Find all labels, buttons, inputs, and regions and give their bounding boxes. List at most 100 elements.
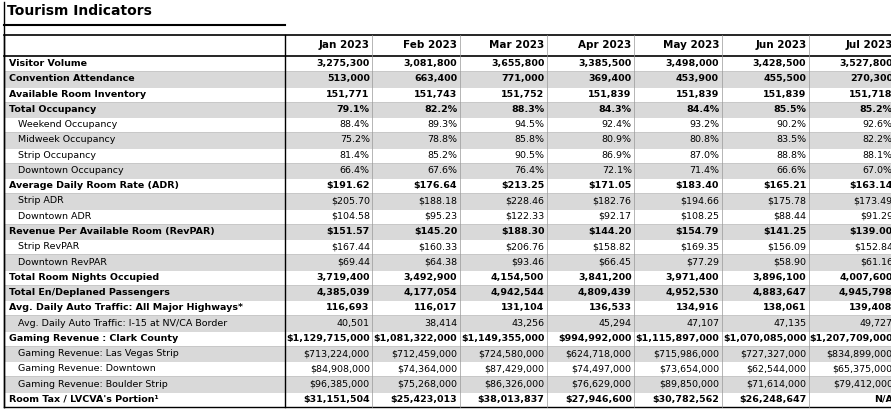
Bar — [4, 178, 891, 193]
Text: $122.33: $122.33 — [505, 212, 544, 221]
Text: 87.0%: 87.0% — [689, 151, 719, 160]
Bar — [4, 285, 891, 300]
Text: $154.79: $154.79 — [675, 227, 719, 236]
Bar — [4, 254, 891, 270]
Text: 86.9%: 86.9% — [601, 151, 632, 160]
Text: 151,743: 151,743 — [413, 90, 457, 99]
Text: $1,129,715,000: $1,129,715,000 — [286, 334, 370, 343]
Text: 771,000: 771,000 — [502, 74, 544, 83]
Bar — [4, 209, 891, 224]
Bar — [4, 133, 891, 148]
Text: 84.3%: 84.3% — [599, 105, 632, 114]
Text: 67.0%: 67.0% — [862, 166, 891, 175]
Text: 43,256: 43,256 — [511, 319, 544, 328]
Text: $1,081,322,000: $1,081,322,000 — [373, 334, 457, 343]
Text: 76.4%: 76.4% — [514, 166, 544, 175]
Text: $188.30: $188.30 — [501, 227, 544, 236]
Text: $141.25: $141.25 — [763, 227, 806, 236]
Text: 270,300: 270,300 — [850, 74, 891, 83]
Text: 3,498,000: 3,498,000 — [666, 59, 719, 68]
Text: $194.66: $194.66 — [680, 196, 719, 205]
Text: $1,115,897,000: $1,115,897,000 — [635, 334, 719, 343]
Text: 4,385,039: 4,385,039 — [316, 288, 370, 297]
Text: 66.6%: 66.6% — [776, 166, 806, 175]
Text: May 2023: May 2023 — [663, 40, 719, 50]
Text: $1,149,355,000: $1,149,355,000 — [461, 334, 544, 343]
Bar — [4, 224, 891, 239]
Text: 151,839: 151,839 — [675, 90, 719, 99]
Text: $1,207,709,000: $1,207,709,000 — [809, 334, 891, 343]
Bar — [4, 35, 891, 56]
Text: Convention Attendance: Convention Attendance — [9, 74, 135, 83]
Text: $206.76: $206.76 — [505, 242, 544, 251]
Text: Total En/Deplaned Passengers: Total En/Deplaned Passengers — [9, 288, 170, 297]
Text: 66.4%: 66.4% — [339, 166, 370, 175]
Text: Average Daily Room Rate (ADR): Average Daily Room Rate (ADR) — [9, 181, 179, 190]
Text: Avg. Daily Auto Traffic: I-15 at NV/CA Border: Avg. Daily Auto Traffic: I-15 at NV/CA B… — [9, 319, 227, 328]
Text: $183.40: $183.40 — [675, 181, 719, 190]
Text: 3,719,400: 3,719,400 — [316, 273, 370, 282]
Text: 81.4%: 81.4% — [339, 151, 370, 160]
Text: Gaming Revenue: Downtown: Gaming Revenue: Downtown — [9, 364, 156, 373]
Text: 4,007,600: 4,007,600 — [839, 273, 891, 282]
Text: $92.17: $92.17 — [599, 212, 632, 221]
Text: $163.14: $163.14 — [849, 181, 891, 190]
Text: 78.8%: 78.8% — [427, 135, 457, 144]
Text: Midweek Occupancy: Midweek Occupancy — [9, 135, 115, 144]
Text: $84,908,000: $84,908,000 — [310, 364, 370, 373]
Text: 151,839: 151,839 — [763, 90, 806, 99]
Text: $93.46: $93.46 — [511, 258, 544, 267]
Text: 75.2%: 75.2% — [339, 135, 370, 144]
Text: $151.57: $151.57 — [326, 227, 370, 236]
Text: 3,527,800: 3,527,800 — [839, 59, 891, 68]
Text: 92.4%: 92.4% — [601, 120, 632, 129]
Text: 4,883,647: 4,883,647 — [752, 288, 806, 297]
Text: 453,900: 453,900 — [676, 74, 719, 83]
Text: Visitor Volume: Visitor Volume — [9, 59, 87, 68]
Text: $75,268,000: $75,268,000 — [397, 380, 457, 389]
Text: Gaming Revenue: Las Vegas Strip: Gaming Revenue: Las Vegas Strip — [9, 349, 179, 358]
Text: 136,533: 136,533 — [589, 303, 632, 312]
Text: 151,771: 151,771 — [326, 90, 370, 99]
Text: Revenue Per Available Room (RevPAR): Revenue Per Available Room (RevPAR) — [9, 227, 215, 236]
Text: Strip Occupancy: Strip Occupancy — [9, 151, 96, 160]
Text: 4,154,500: 4,154,500 — [491, 273, 544, 282]
Text: 4,809,439: 4,809,439 — [578, 288, 632, 297]
Text: $88.44: $88.44 — [773, 212, 806, 221]
Text: N/A: N/A — [874, 395, 891, 404]
Text: $31,151,504: $31,151,504 — [303, 395, 370, 404]
Text: 116,017: 116,017 — [413, 303, 457, 312]
Text: 45,294: 45,294 — [599, 319, 632, 328]
Text: 88.3%: 88.3% — [511, 105, 544, 114]
Text: 369,400: 369,400 — [589, 74, 632, 83]
Bar — [4, 163, 891, 178]
Text: Downtown Occupancy: Downtown Occupancy — [9, 166, 124, 175]
Text: $152.84: $152.84 — [854, 242, 891, 251]
Text: 85.2%: 85.2% — [860, 105, 891, 114]
Text: Downtown RevPAR: Downtown RevPAR — [9, 258, 107, 267]
Bar — [4, 87, 891, 102]
Text: 83.5%: 83.5% — [776, 135, 806, 144]
Bar — [4, 315, 891, 330]
Bar — [4, 56, 891, 71]
Text: $26,248,647: $26,248,647 — [740, 395, 806, 404]
Text: $715,986,000: $715,986,000 — [653, 349, 719, 358]
Text: 47,135: 47,135 — [773, 319, 806, 328]
Text: $228.46: $228.46 — [505, 196, 544, 205]
Text: $27,946,600: $27,946,600 — [565, 395, 632, 404]
Text: 40,501: 40,501 — [337, 319, 370, 328]
Text: $61.16: $61.16 — [860, 258, 891, 267]
Text: $712,459,000: $712,459,000 — [391, 349, 457, 358]
Text: Strip RevPAR: Strip RevPAR — [9, 242, 79, 251]
Text: Strip ADR: Strip ADR — [9, 196, 63, 205]
Text: 3,971,400: 3,971,400 — [666, 273, 719, 282]
Text: $724,580,000: $724,580,000 — [478, 349, 544, 358]
Text: Mar 2023: Mar 2023 — [489, 40, 544, 50]
Bar — [4, 346, 891, 361]
Text: 138,061: 138,061 — [763, 303, 806, 312]
Text: $176.64: $176.64 — [413, 181, 457, 190]
Text: $169.35: $169.35 — [680, 242, 719, 251]
Text: $91.29: $91.29 — [860, 212, 891, 221]
Bar — [4, 71, 891, 87]
Text: 4,177,054: 4,177,054 — [404, 288, 457, 297]
